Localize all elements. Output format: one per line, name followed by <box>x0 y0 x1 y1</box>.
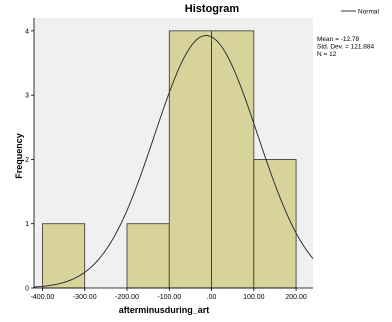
y-tick-label: 2 <box>25 157 29 164</box>
y-axis-label: Frequency <box>14 133 24 179</box>
histogram-bars <box>42 30 297 289</box>
x-tick-label: 200.00 <box>285 294 307 301</box>
stats-box: Mean = -12.78 Std. Dev. = 121.884 N = 12 <box>317 36 375 58</box>
x-tick-label: -100.00 <box>157 294 181 301</box>
y-tick-label: 3 <box>25 93 29 100</box>
normal-curve <box>33 35 314 288</box>
x-tick-label: -400.00 <box>31 294 55 301</box>
x-axis-label: afterminusduring_art <box>119 305 210 315</box>
histogram-bar <box>42 223 86 289</box>
y-tick-label: 0 <box>25 286 29 293</box>
x-tick-label: .00 <box>207 294 217 301</box>
histogram-bar <box>211 30 255 289</box>
x-tick-labels: -400.00 -300.00 -200.00 -100.00 .00 100.00 200… <box>31 294 307 301</box>
y-tick-labels: 0 1 2 3 4 <box>25 28 29 292</box>
legend: Normal <box>341 9 380 16</box>
stat-std-dev: Std. Dev. = 121.884 <box>317 44 375 51</box>
histogram-bar <box>126 223 170 289</box>
stat-mean: Mean = -12.78 <box>317 36 359 43</box>
y-tick-label: 4 <box>25 28 29 35</box>
histogram-bar <box>168 30 212 289</box>
y-tick-label: 1 <box>25 221 29 228</box>
histogram-bar <box>253 159 297 289</box>
legend-label: Normal <box>358 9 380 16</box>
x-tick-label: -300.00 <box>73 294 97 301</box>
stat-n: N = 12 <box>317 51 337 58</box>
chart-title: Histogram <box>185 3 240 15</box>
x-tick-label: -200.00 <box>115 294 139 301</box>
x-tick-label: 100.00 <box>243 294 265 301</box>
axes <box>31 18 313 291</box>
